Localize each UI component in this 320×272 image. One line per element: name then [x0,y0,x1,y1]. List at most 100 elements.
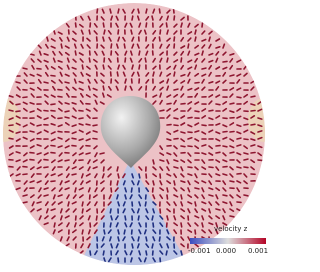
arrow [223,61,227,62]
arrow [117,181,118,185]
arrow [23,97,27,98]
arrow [188,44,189,48]
arrow [251,104,255,105]
arrow [16,152,20,153]
arrow [132,16,133,20]
arrow [9,138,13,139]
arrow [124,230,125,234]
render-view: velocity z -0.001 0.000 0.001 [0,0,269,268]
arrow [159,37,160,41]
arrow [195,131,199,132]
arrow [216,104,220,105]
arrow [244,139,248,140]
arrow [104,167,105,171]
arrow [90,251,91,255]
arrow [111,44,112,48]
arrow [174,37,175,41]
arrow [237,145,241,146]
arrow [230,132,234,133]
arrow [237,138,241,139]
arrow [188,146,192,147]
arrow [131,258,132,262]
arrow [103,251,104,255]
arrow [160,110,164,111]
arrow [68,202,69,206]
arrow [117,72,118,76]
arrow [110,9,111,13]
arrow [167,195,168,199]
arrow [209,167,213,168]
arrow [131,188,132,192]
arrow [258,118,262,119]
arrow [44,167,48,168]
page: velocity z -0.001 0.000 0.001 (() => { c… [0,0,269,268]
arrow [223,195,227,196]
arrow [51,146,55,147]
arrow [202,51,203,55]
arrow [181,58,182,62]
arrow [251,124,255,125]
arrow [244,159,248,160]
arrow [181,251,182,255]
arrow [181,23,182,27]
arrow [79,118,83,119]
arrow [37,202,41,203]
arrow [65,117,69,118]
arrow [58,131,62,132]
arrow [23,174,27,175]
arrow [111,216,112,220]
arrow [159,237,160,241]
arrow [47,37,48,41]
arrow [195,230,196,234]
arrow [167,103,171,104]
arrow [51,76,55,77]
arrow [223,146,227,147]
arrow [82,202,83,206]
arrow [146,23,147,27]
arrow [153,181,154,185]
arrow [181,195,182,199]
arrow [103,23,104,27]
arrow [244,124,248,125]
arrow [223,174,227,175]
arrow [138,216,139,220]
arrow [118,258,119,262]
arrow [188,167,192,168]
colorbar-title: velocity z [214,225,248,233]
arrow [244,167,248,168]
arrow [104,230,105,234]
arrow [89,30,90,34]
arrow [167,216,168,220]
arrow [118,174,119,178]
arrow [174,72,175,76]
arrow [16,111,20,112]
arrow [258,131,262,132]
arrow [167,30,168,34]
arrow [174,125,178,126]
arrow [44,82,48,83]
arrow [251,111,255,112]
arrow [9,110,13,111]
arrow [138,237,139,241]
arrow [131,30,132,34]
arrow [230,181,234,182]
arrow [174,89,178,90]
arrow [65,160,69,161]
arrow [174,181,175,185]
arrow [251,96,255,97]
arrow [181,146,185,147]
arrow [93,139,97,140]
colorbar [190,238,266,244]
arrow [209,110,213,111]
colorbar-label: -0.001 [188,247,211,255]
arrow [209,195,213,196]
arrow [104,30,105,34]
arrow [153,160,154,164]
arrow [230,75,234,76]
arrow [30,111,34,112]
arrow [166,23,167,27]
arrow [230,216,234,217]
arrow [44,111,48,112]
arrow [195,202,196,206]
arrow [72,174,76,175]
